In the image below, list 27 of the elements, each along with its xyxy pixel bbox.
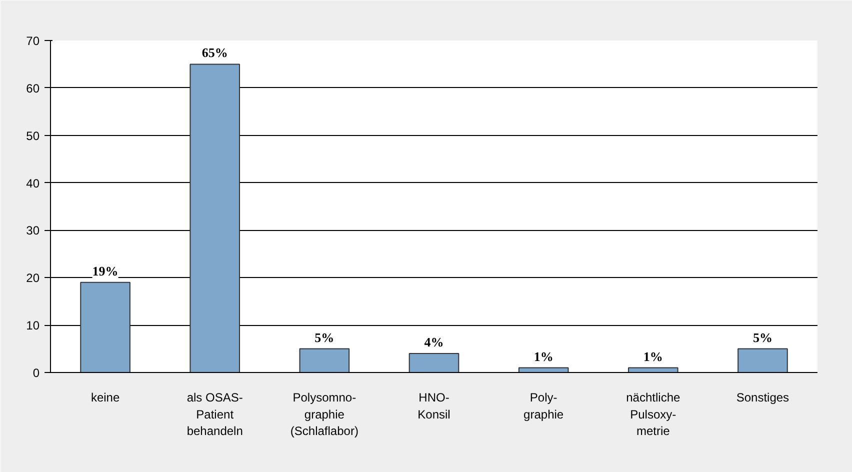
y-tick-label: 10 — [26, 318, 40, 333]
bar — [408, 353, 460, 372]
y-tick-label: 50 — [26, 128, 40, 143]
x-tick-label: nächtliche Pulsoxy- metrie — [626, 390, 680, 438]
x-tick-label: HNO- Konsil — [418, 390, 450, 422]
y-tick-label: 30 — [26, 224, 40, 238]
data-label: 5% — [752, 330, 772, 345]
x-tick-label: keine — [90, 390, 120, 404]
data-label: 5% — [314, 330, 334, 345]
bar — [299, 348, 350, 372]
y-tick-label: 70 — [26, 34, 40, 48]
x-tick-label: Polysomno- graphie (Schlaflabor) — [290, 390, 358, 438]
bar — [80, 282, 130, 372]
x-tick-label: als OSAS- Patient behandeln — [186, 390, 243, 438]
data-label: 65% — [202, 45, 228, 60]
y-tick-label: 0 — [32, 366, 40, 380]
data-label: 19% — [92, 263, 118, 278]
y-tick-label: 60 — [26, 81, 40, 96]
data-label: 4% — [424, 334, 444, 350]
data-label: 1% — [643, 348, 663, 364]
data-label: 1% — [534, 348, 554, 364]
x-tick-label: Poly- graphie — [524, 390, 564, 422]
y-tick-label: 20 — [26, 271, 40, 286]
x-tick-label: Sonstiges — [736, 390, 790, 404]
bar — [190, 64, 240, 372]
bar — [738, 348, 788, 372]
y-tick-label: 40 — [26, 176, 40, 190]
